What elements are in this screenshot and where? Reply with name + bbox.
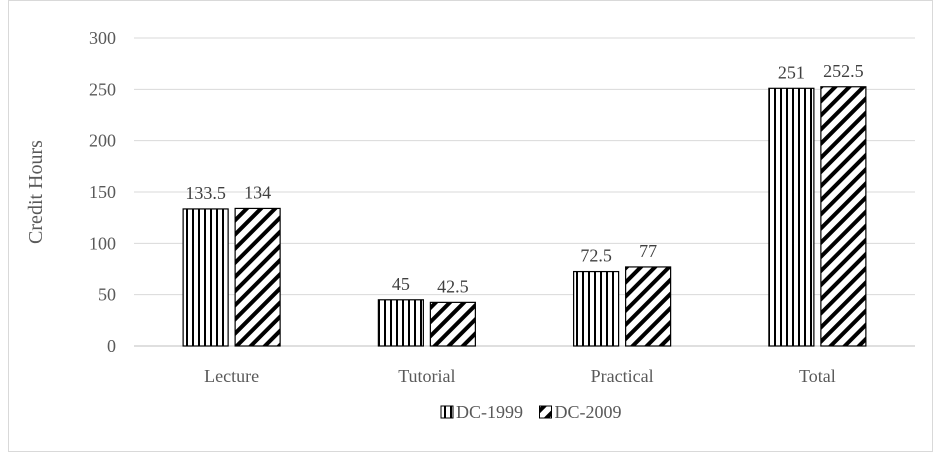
legend: DC-1999 DC-2009 bbox=[440, 402, 622, 422]
legend-swatch-dc-2009 bbox=[539, 405, 552, 419]
data-label: 133.5 bbox=[185, 183, 226, 203]
y-axis-tick-labels: 0 50 100 150 200 250 300 bbox=[89, 28, 116, 356]
bar-dc-1999-lecture bbox=[182, 208, 229, 347]
bar-dc-1999-practical bbox=[573, 270, 620, 347]
data-labels: 133.5 134 45 42.5 72.5 77 251 252.5 bbox=[185, 61, 863, 297]
data-label: 45 bbox=[392, 274, 410, 294]
category-label-total: Total bbox=[799, 366, 836, 386]
legend-label-dc-1999: DC-1999 bbox=[456, 402, 523, 422]
bar-dc-1999-total bbox=[768, 87, 815, 347]
data-label: 251 bbox=[778, 62, 805, 82]
bar-dc-1999-tutorial bbox=[377, 299, 424, 347]
category-label-lecture: Lecture bbox=[204, 366, 259, 386]
y-tick-label: 250 bbox=[89, 79, 116, 99]
y-tick-label: 300 bbox=[89, 28, 116, 48]
bar-dc-2009-total bbox=[820, 86, 867, 347]
data-label: 134 bbox=[244, 182, 271, 202]
y-tick-label: 150 bbox=[89, 182, 116, 202]
legend-swatch-dc-1999 bbox=[440, 405, 454, 419]
bar-dc-2009-practical bbox=[625, 266, 672, 347]
data-label: 252.5 bbox=[823, 61, 864, 81]
legend-label-dc-2009: DC-2009 bbox=[555, 402, 622, 422]
data-label: 42.5 bbox=[437, 276, 469, 296]
y-tick-label: 50 bbox=[98, 285, 116, 305]
y-axis-title: Credit Hours bbox=[25, 140, 47, 244]
bar-dc-2009-tutorial bbox=[429, 301, 476, 347]
y-tick-label: 0 bbox=[107, 336, 116, 356]
category-label-tutorial: Tutorial bbox=[398, 366, 455, 386]
y-tick-label: 100 bbox=[89, 233, 116, 253]
bar-dc-2009-lecture bbox=[234, 207, 281, 347]
data-label: 77 bbox=[639, 241, 657, 261]
category-label-practical: Practical bbox=[591, 366, 654, 386]
y-tick-label: 200 bbox=[89, 131, 116, 151]
data-label: 72.5 bbox=[580, 246, 612, 266]
bars bbox=[182, 86, 867, 347]
category-labels: Lecture Tutorial Practical Total bbox=[204, 366, 836, 386]
